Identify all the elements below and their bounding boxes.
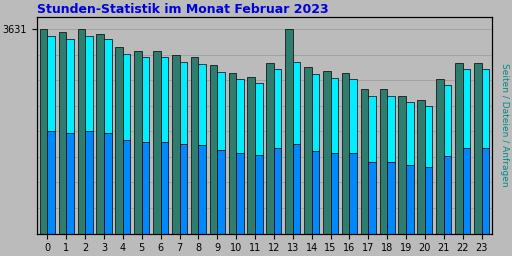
Bar	[398, 95, 406, 233]
Bar	[312, 151, 319, 233]
Bar	[293, 144, 301, 233]
Bar	[349, 153, 357, 233]
Bar	[266, 63, 274, 233]
Bar	[406, 165, 414, 233]
Bar	[274, 148, 282, 233]
Bar	[463, 69, 470, 148]
Bar	[481, 148, 489, 233]
Bar	[425, 167, 433, 233]
Bar	[96, 34, 104, 233]
Bar	[342, 73, 349, 233]
Bar	[368, 162, 376, 233]
Bar	[417, 100, 425, 233]
Bar	[444, 86, 451, 156]
Bar	[134, 51, 142, 233]
Bar	[304, 67, 312, 233]
Bar	[104, 39, 112, 133]
Bar	[236, 79, 244, 153]
Bar	[228, 73, 236, 233]
Bar	[66, 133, 74, 233]
Bar	[198, 64, 206, 145]
Bar	[123, 140, 131, 233]
Bar	[210, 65, 217, 233]
Bar	[217, 72, 225, 150]
Bar	[40, 29, 48, 233]
Bar	[198, 145, 206, 233]
Bar	[66, 39, 74, 133]
Bar	[247, 77, 255, 233]
Bar	[236, 153, 244, 233]
Bar	[255, 83, 263, 155]
Bar	[361, 89, 368, 233]
Bar	[274, 69, 282, 148]
Bar	[78, 29, 85, 233]
Bar	[172, 55, 180, 233]
Bar	[85, 131, 93, 233]
Bar	[387, 162, 395, 233]
Bar	[349, 79, 357, 153]
Bar	[104, 133, 112, 233]
Bar	[444, 156, 451, 233]
Bar	[436, 79, 444, 233]
Bar	[387, 95, 395, 162]
Bar	[331, 78, 338, 153]
Bar	[323, 71, 331, 233]
Bar	[455, 63, 463, 233]
Bar	[161, 142, 168, 233]
Bar	[123, 54, 131, 140]
Bar	[285, 29, 293, 233]
Bar	[153, 51, 161, 233]
Bar	[217, 150, 225, 233]
Bar	[142, 142, 150, 233]
Bar	[463, 148, 470, 233]
Bar	[142, 57, 150, 142]
Bar	[293, 62, 301, 144]
Bar	[48, 131, 55, 233]
Bar	[379, 89, 387, 233]
Bar	[474, 63, 481, 233]
Bar	[180, 62, 187, 144]
Bar	[48, 36, 55, 131]
Bar	[481, 69, 489, 148]
Bar	[180, 144, 187, 233]
Text: Stunden-Statistik im Monat Februar 2023: Stunden-Statistik im Monat Februar 2023	[37, 3, 329, 16]
Y-axis label: Seiten / Dateien / Anfragen: Seiten / Dateien / Anfragen	[500, 63, 509, 187]
Bar	[425, 106, 433, 167]
Bar	[406, 102, 414, 165]
Bar	[59, 32, 66, 233]
Bar	[85, 36, 93, 131]
Bar	[255, 155, 263, 233]
Bar	[115, 47, 123, 233]
Bar	[191, 57, 198, 233]
Bar	[331, 153, 338, 233]
Bar	[161, 57, 168, 142]
Bar	[312, 74, 319, 151]
Bar	[368, 95, 376, 162]
